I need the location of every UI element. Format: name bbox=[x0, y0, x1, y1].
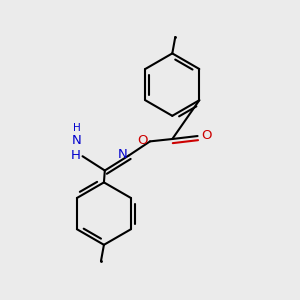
Text: O: O bbox=[137, 134, 148, 147]
Text: H: H bbox=[71, 149, 81, 162]
Text: H: H bbox=[73, 123, 81, 133]
Text: O: O bbox=[201, 129, 212, 142]
Text: N: N bbox=[117, 148, 127, 161]
Text: N: N bbox=[71, 134, 81, 147]
